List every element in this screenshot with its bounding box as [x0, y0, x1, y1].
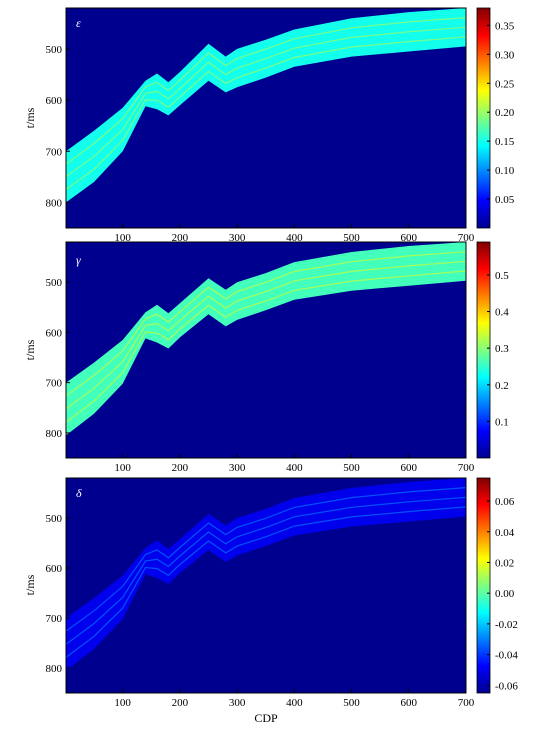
- colorbar-ticks-gamma: 0.1 0.2 0.3 0.4 0.5: [487, 270, 509, 428]
- x-tick-label: 100: [114, 232, 131, 244]
- y-tick-label: 800: [46, 197, 63, 209]
- y-tick-label: 800: [46, 663, 63, 675]
- colorbar-tick-label: 0.15: [495, 136, 515, 148]
- x-tick-label: 500: [343, 232, 360, 244]
- x-tick-label: 600: [401, 232, 418, 244]
- x-tick-label: 500: [343, 697, 360, 709]
- colorbar-ticks-delta: 0.06 0.04 0.02 0.00 -0.02 -0.04 -0.06: [487, 496, 518, 692]
- plot-frame-epsilon: [65, 7, 467, 229]
- colorbar-tick-label: 0.4: [495, 307, 509, 319]
- band-layer-line: [65, 251, 467, 397]
- colorbar-tick-label: -0.02: [495, 619, 518, 631]
- colorbar-tick-label: 0.10: [495, 165, 515, 177]
- x-tick-label: 700: [458, 232, 475, 244]
- panel-symbol-epsilon: ε: [76, 16, 81, 30]
- x-tick-label: 600: [401, 697, 418, 709]
- colorbar-tick-label: 0.05: [495, 194, 515, 206]
- band-epsilon: [65, 8, 467, 203]
- horizon-band: [66, 242, 466, 436]
- x-tick-label: 500: [343, 462, 360, 474]
- band-layer-line: [65, 17, 467, 165]
- y-axis-title-epsilon: t/ms: [23, 107, 37, 128]
- x-axis-title: CDP: [254, 711, 278, 725]
- y-axis-title-gamma: t/ms: [23, 339, 37, 360]
- x-tick-label: 400: [286, 232, 303, 244]
- y-tick-label: 500: [46, 513, 63, 525]
- y-tick-label: 700: [46, 613, 63, 625]
- x-tick-label: 100: [114, 697, 131, 709]
- colorbar-tick-label: 0.2: [495, 380, 509, 392]
- panel-symbol-gamma: γ: [76, 253, 81, 267]
- plot-frame-gamma: [65, 241, 467, 459]
- band-layer-line: [65, 26, 467, 178]
- colorbar-tick-label: 0.25: [495, 78, 515, 90]
- y-axis-title-delta: t/ms: [23, 574, 37, 595]
- band-layer-line: [65, 270, 467, 423]
- colorbar-tick-label: 0.30: [495, 49, 515, 61]
- x-tick-label: 400: [286, 697, 303, 709]
- colorbar-tick-label: -0.06: [495, 680, 518, 692]
- panel-symbol-delta: δ: [76, 486, 82, 500]
- x-axis-delta: 100 200 300 400 500 600 700: [114, 689, 475, 709]
- x-tick-label: 300: [229, 462, 246, 474]
- colorbar-ticks-epsilon: 0.05 0.10 0.15 0.20 0.25 0.30 0.35: [487, 20, 515, 206]
- colorbar-epsilon: [476, 7, 491, 229]
- y-tick-label: 500: [46, 44, 63, 56]
- colorbar-tick-label: -0.04: [495, 650, 518, 662]
- band-layer-line: [65, 496, 467, 645]
- y-tick-label: 800: [46, 428, 63, 440]
- y-axis-delta: 500 600 700 800: [46, 513, 70, 675]
- x-tick-label: 200: [172, 462, 189, 474]
- colorbar-tick-label: 0.35: [495, 20, 515, 32]
- panel-gamma: γ 100 200 300 400 500 600 700 500 600 700 800 t/m…: [23, 241, 509, 474]
- x-tick-label: 300: [229, 697, 246, 709]
- colorbar-delta: [476, 477, 491, 694]
- x-tick-label: 200: [172, 232, 189, 244]
- y-tick-label: 700: [46, 378, 63, 390]
- horizon-band: [66, 478, 466, 671]
- x-tick-label: 700: [458, 697, 475, 709]
- y-tick-label: 500: [46, 277, 63, 289]
- colorbar-tick-label: 0.00: [495, 588, 515, 600]
- colorbar-tick-label: 0.5: [495, 270, 509, 282]
- colorbar-tick-label: 0.02: [495, 557, 514, 569]
- colorbar-gamma: [476, 241, 491, 459]
- x-tick-label: 200: [172, 697, 189, 709]
- y-tick-label: 600: [46, 327, 63, 339]
- x-tick-label: 400: [286, 462, 303, 474]
- x-axis-gamma: 100 200 300 400 500 600 700: [114, 454, 475, 474]
- x-tick-label: 300: [229, 232, 246, 244]
- panel-delta: δ 100 200 300 400 500 600 700 500 600 700 800 t/m…: [23, 477, 518, 725]
- horizon-band: [66, 8, 466, 203]
- colorbar-tick-label: 0.06: [495, 496, 515, 508]
- colorbar-tick-label: 0.3: [495, 343, 509, 355]
- colorbar-tick-label: 0.20: [495, 107, 515, 119]
- band-delta: [65, 478, 467, 671]
- panel-epsilon: ε 100 200 300 400 500 600 700 500 600 700 800 t/m…: [23, 7, 515, 244]
- x-tick-label: 100: [114, 462, 131, 474]
- x-tick-label: 700: [458, 462, 475, 474]
- colorbar-tick-label: 0.1: [495, 416, 509, 428]
- y-tick-label: 700: [46, 146, 63, 158]
- x-axis-epsilon: 100 200 300 400 500 600 700: [114, 224, 475, 244]
- y-tick-label: 600: [46, 95, 63, 107]
- x-tick-label: 600: [401, 462, 418, 474]
- colorbar-tick-label: 0.04: [495, 527, 515, 539]
- band-layer-line: [65, 487, 467, 632]
- y-axis-gamma: 500 600 700 800: [46, 277, 70, 440]
- band-layer-line: [65, 506, 467, 658]
- band-layer-line: [65, 36, 467, 191]
- band-layer-line: [65, 260, 467, 410]
- band-gamma: [65, 242, 467, 436]
- y-axis-epsilon: 500 600 700 800: [46, 44, 70, 209]
- plot-frame-delta: [65, 477, 467, 694]
- y-tick-label: 600: [46, 563, 63, 575]
